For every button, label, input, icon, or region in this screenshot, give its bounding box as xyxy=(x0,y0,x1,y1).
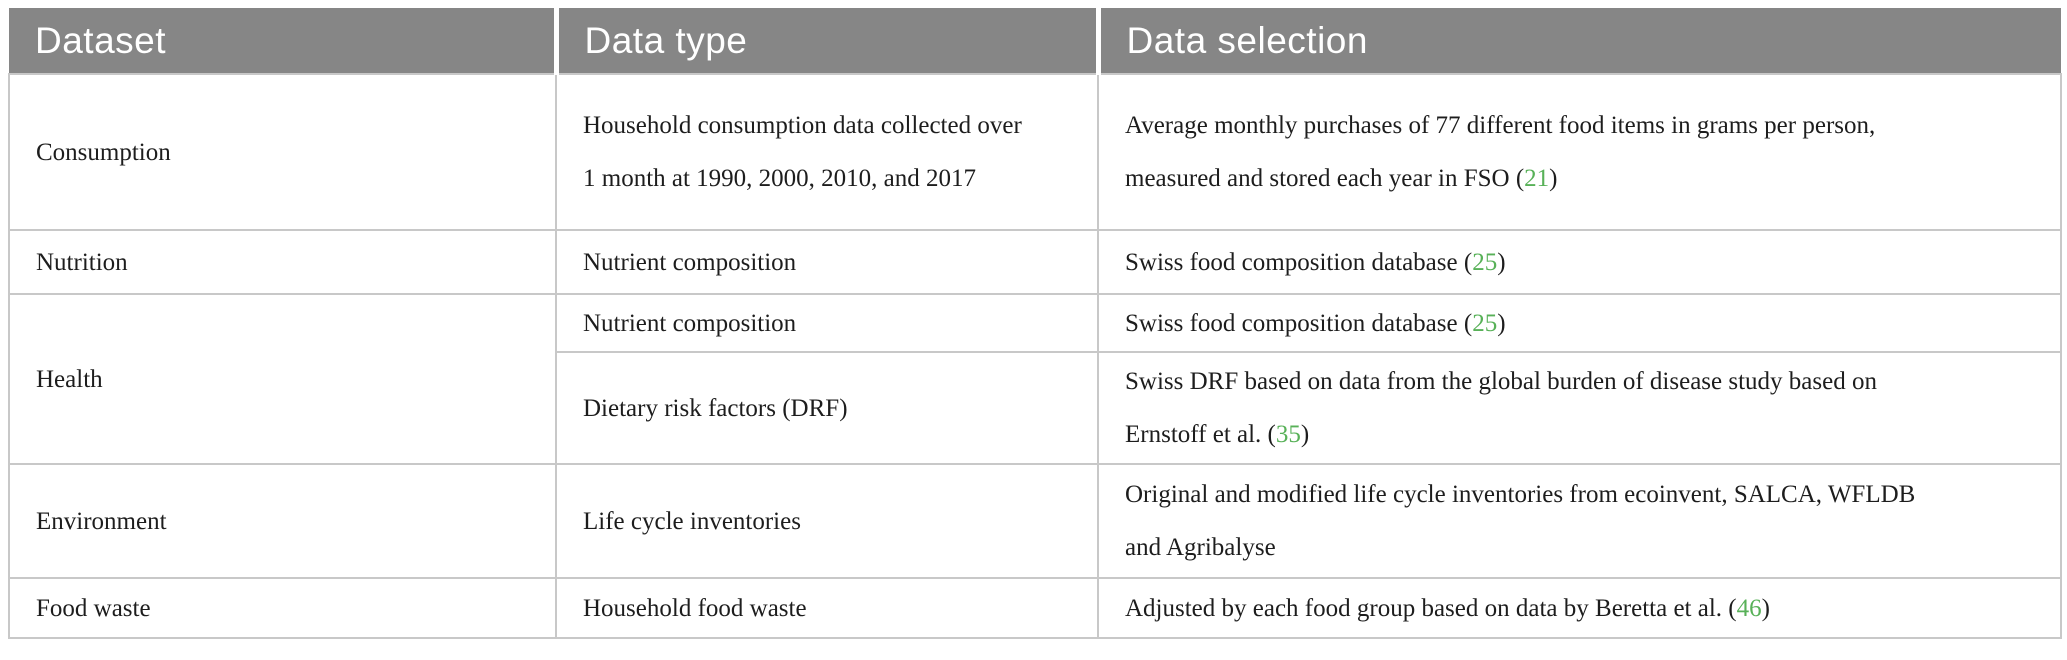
cell-text: Dietary risk factors (DRF) xyxy=(583,395,848,423)
paper-table-figure: Dataset Data type Data selection Consump… xyxy=(8,8,2062,639)
cell-dataset-consumption: Consumption xyxy=(8,73,557,231)
cell-datatype-health-drf: Dietary risk factors (DRF) xyxy=(555,351,1099,465)
cell-selection-food-waste: Adjusted by each food group based on dat… xyxy=(1097,577,2062,639)
selection-text: Swiss food composition database ( xyxy=(1125,249,1473,277)
citation-link[interactable]: 25 xyxy=(1472,249,1498,277)
selection-text: Average monthly purchases of 77 differen… xyxy=(1125,112,1876,192)
cell-text: Life cycle inventories xyxy=(583,508,801,536)
cell-dataset-environment: Environment xyxy=(8,463,557,579)
cell-selection-environment: Original and modified life cycle invento… xyxy=(1097,463,2062,579)
column-header-dataset: Dataset xyxy=(9,8,556,74)
cell-selection-nutrition: Swiss food composition database (25) xyxy=(1097,229,2062,295)
cell-datatype-food-waste: Household food waste xyxy=(555,577,1099,639)
cell-dataset-nutrition: Nutrition xyxy=(8,229,557,295)
cell-text: Household consumption data collected ove… xyxy=(583,112,1022,192)
table-row-health-nutrient: Health Nutrient composition Swiss food c… xyxy=(8,293,2062,465)
citation-link[interactable]: 46 xyxy=(1736,595,1762,623)
selection-text: Swiss food composition database ( xyxy=(1125,310,1473,338)
cell-text: Adjusted by each food group based on dat… xyxy=(1125,582,1770,635)
selection-text: ) xyxy=(1761,595,1770,623)
cell-datatype-nutrition: Nutrient composition xyxy=(555,229,1099,295)
cell-text: Household food waste xyxy=(583,595,807,623)
citation-link[interactable]: 25 xyxy=(1472,310,1498,338)
cell-selection-health-drf: Swiss DRF based on data from the global … xyxy=(1097,351,2062,465)
cell-datatype-environment: Life cycle inventories xyxy=(555,463,1099,579)
table-row-health-drf: Dietary risk factors (DRF) Swiss DRF bas… xyxy=(9,351,2062,465)
column-header-data-selection: Data selection xyxy=(1095,8,2061,74)
table-body: Consumption Household consumption data c… xyxy=(8,73,2062,639)
selection-text: ) xyxy=(1549,165,1558,192)
selection-text: Adjusted by each food group based on dat… xyxy=(1125,595,1737,623)
cell-dataset-health: Health xyxy=(8,293,557,465)
cell-text: Swiss food composition database (25) xyxy=(1125,297,1506,350)
table-row-food-waste: Food waste Household food waste Adjusted… xyxy=(8,577,2062,639)
selection-text: ) xyxy=(1497,310,1506,338)
table-header: Dataset Data type Data selection xyxy=(9,8,2061,74)
cell-text: Nutrient composition xyxy=(583,310,797,338)
cell-dataset-food-waste: Food waste xyxy=(8,577,557,639)
citation-link[interactable]: 35 xyxy=(1275,421,1301,448)
table-row-consumption: Consumption Household consumption data c… xyxy=(8,73,2062,231)
cell-text: Swiss DRF based on data from the global … xyxy=(1125,355,1955,461)
datasets-table: Dataset Data type Data selection Consump… xyxy=(8,8,2062,639)
table-row-environment: Environment Life cycle inventories Origi… xyxy=(8,463,2062,579)
cell-text: Average monthly purchases of 77 differen… xyxy=(1125,99,1955,205)
cell-selection-health-nutrient: Swiss food composition database (25) xyxy=(1097,293,2062,353)
cell-text: Original and modified life cycle invento… xyxy=(1125,481,1916,561)
cell-selection-consumption: Average monthly purchases of 77 differen… xyxy=(1097,73,2062,231)
citation-link[interactable]: 21 xyxy=(1524,165,1550,192)
selection-text: ) xyxy=(1497,249,1506,277)
selection-text: ) xyxy=(1300,421,1310,448)
cell-text: Nutrient composition xyxy=(583,249,797,277)
cell-text: Swiss food composition database (25) xyxy=(1125,236,1506,289)
column-header-data-type: Data type xyxy=(553,8,1098,74)
selection-text: Swiss DRF based on data from the global … xyxy=(1125,368,1877,448)
table-row-nutrition: Nutrition Nutrient composition Swiss foo… xyxy=(8,229,2062,295)
header-row: Dataset Data type Data selection xyxy=(9,8,2061,74)
cell-datatype-consumption: Household consumption data collected ove… xyxy=(555,73,1099,231)
cell-datatype-health-nutrient: Nutrient composition xyxy=(555,293,1099,353)
